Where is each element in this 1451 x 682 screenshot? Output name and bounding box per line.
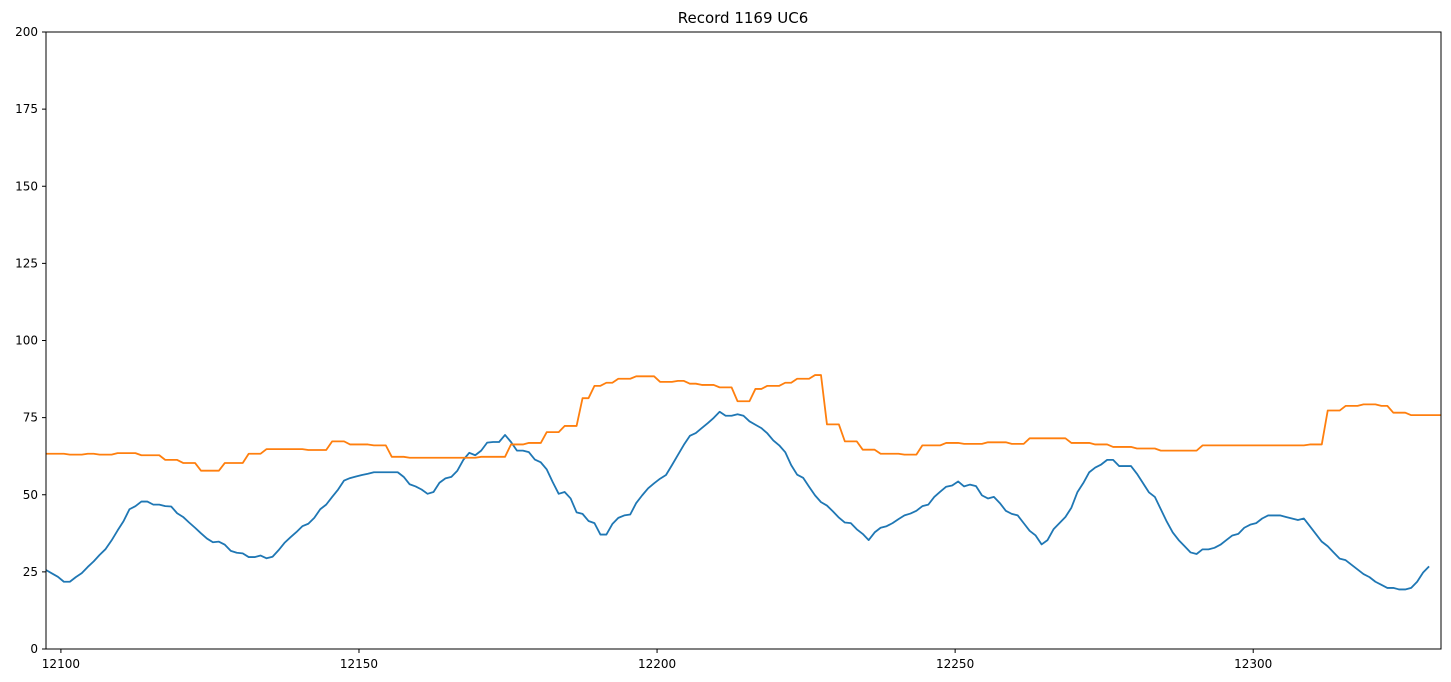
y-tick-label: 25 <box>23 565 38 579</box>
x-tick-label: 12150 <box>340 657 378 671</box>
y-tick-label: 100 <box>15 334 38 348</box>
y-tick-label: 0 <box>30 642 38 656</box>
x-tick-label: 12250 <box>936 657 974 671</box>
series-line-1 <box>46 410 1430 591</box>
chart-title: Record 1169 UC6 <box>678 9 809 27</box>
y-tick-label: 175 <box>15 102 38 116</box>
y-tick-label: 125 <box>15 256 38 270</box>
series-line-2 <box>46 374 1441 472</box>
x-axis-ticks: 12100 12150 12200 12250 12300 <box>42 649 1272 671</box>
y-tick-label: 75 <box>23 411 38 425</box>
x-tick-label: 12100 <box>42 657 80 671</box>
x-tick-label: 12300 <box>1234 657 1272 671</box>
x-tick-label: 12200 <box>638 657 676 671</box>
plot-frame <box>45 31 1442 650</box>
y-axis-ticks: 0 25 50 75 100 125 150 175 200 <box>15 25 46 656</box>
series-layer <box>46 374 1441 591</box>
y-tick-label: 150 <box>15 179 38 193</box>
y-tick-label: 200 <box>15 25 38 39</box>
y-tick-label: 50 <box>23 488 38 502</box>
